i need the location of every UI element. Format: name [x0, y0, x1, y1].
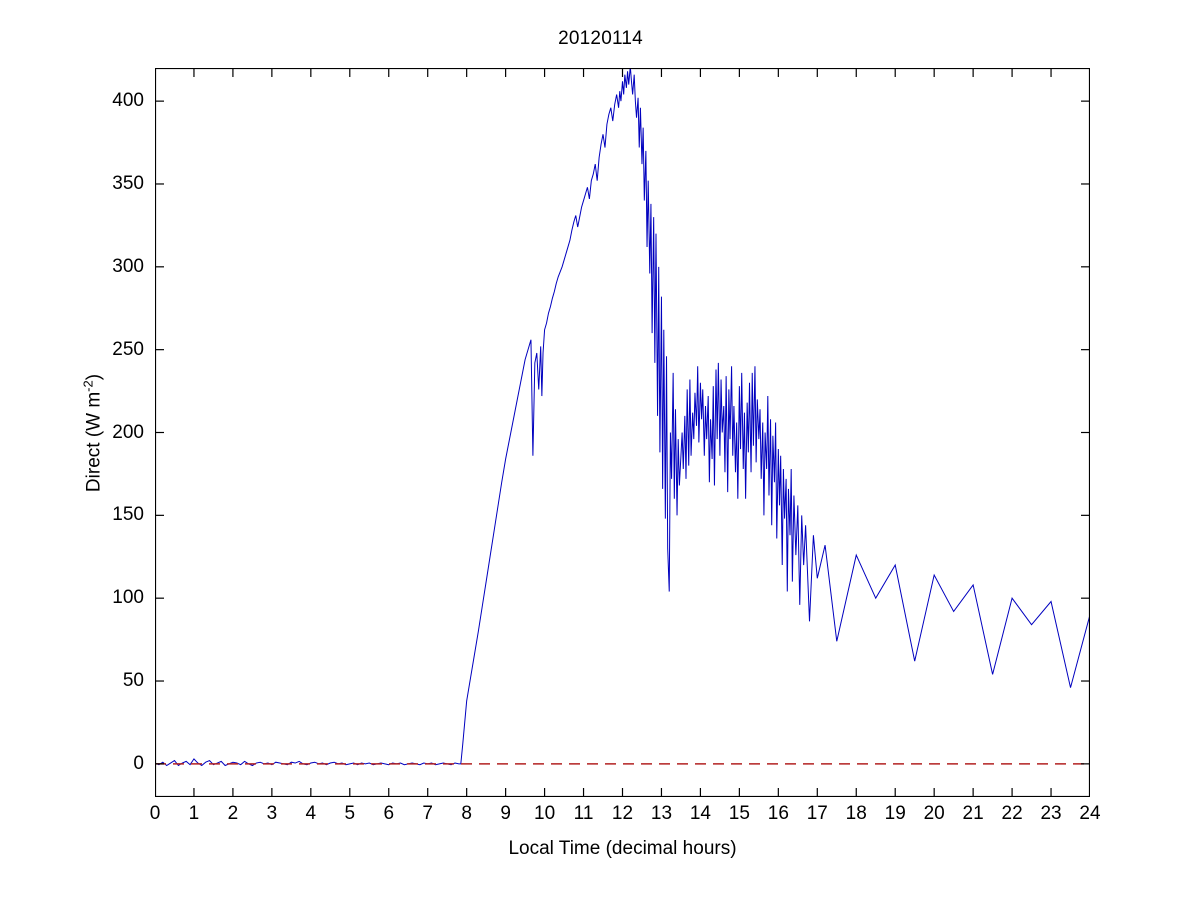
x-tick-label: 4 [305, 803, 317, 824]
y-tick-label: 400 [112, 90, 144, 112]
series-line-0 [155, 68, 1090, 767]
x-tick-label: 20 [923, 803, 945, 824]
y-tick-label: 50 [122, 670, 144, 692]
plot-area [155, 68, 1090, 797]
x-tick-label: 5 [344, 803, 356, 824]
x-tick-label: 12 [611, 803, 634, 824]
x-tick-label: 18 [845, 803, 867, 824]
x-tick-label: 23 [1040, 803, 1062, 824]
x-tick-label: 11 [573, 803, 594, 824]
x-tick-label: 9 [500, 803, 511, 824]
x-tick-label: 24 [1079, 803, 1101, 824]
x-tick-label-group: 0 1 2 3 4 5 6 7 8 9 10 11 12 13 14 15 16 17 18 19 20 21 22 23 24 [150, 803, 1101, 829]
y-tick-label-group: 0 50 100 150 200 250 300 350 400 [92, 68, 144, 797]
x-tick-label: 7 [422, 803, 433, 824]
x-tick-label: 21 [962, 803, 984, 824]
x-tick-label: 1 [188, 803, 200, 824]
chart-title: 20120114 [558, 28, 643, 49]
y-tick-label: 200 [112, 421, 144, 443]
y-tick-label: 250 [112, 338, 144, 360]
plot-svg [155, 68, 1090, 797]
x-tick-label: 19 [884, 803, 906, 824]
y-tick-label: 300 [112, 255, 144, 277]
y-tick-label: 0 [133, 752, 144, 774]
x-tick-label: 10 [534, 803, 556, 824]
x-tick-label: 6 [383, 803, 395, 824]
x-tick-label: 17 [806, 803, 828, 824]
x-axis-label: Local Time (decimal hours) [508, 838, 737, 859]
x-tick-label: 2 [227, 803, 239, 824]
series-group [155, 68, 1090, 767]
x-tick-label: 15 [728, 803, 750, 824]
x-tick-label: 0 [149, 803, 161, 824]
x-tick-label: 13 [650, 803, 673, 824]
x-tick-label: 8 [461, 803, 472, 824]
axes-group [155, 68, 1090, 797]
x-tick-label: 22 [1001, 803, 1023, 824]
y-tick-label: 150 [112, 504, 144, 526]
y-tick-label: 100 [112, 587, 144, 609]
y-tick-label: 350 [112, 172, 144, 194]
x-tick-label: 16 [767, 803, 789, 824]
x-tick-label: 14 [689, 803, 711, 824]
plot-box-frame [155, 68, 1090, 797]
x-tick-label: 3 [266, 803, 278, 824]
